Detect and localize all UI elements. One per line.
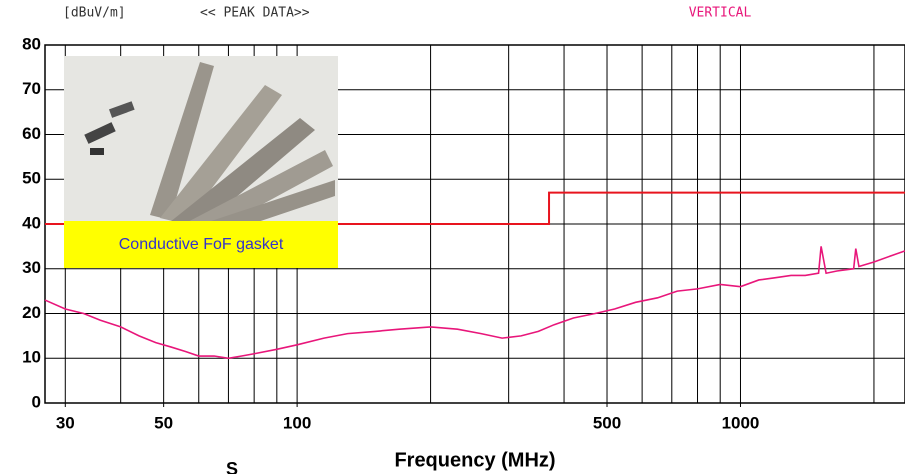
y-tick-label: 20 [22,303,41,322]
y-tick-label: 60 [22,124,41,143]
gasket-strip [160,85,282,224]
gasket-strip [150,62,214,220]
footer-fragment: S [226,459,238,474]
y-tick-label: 0 [32,392,41,411]
y-tick-label: 40 [22,213,41,232]
photo: Conductive FoF gasket [64,56,338,268]
unit-label: [dBuV/m] [63,6,126,21]
subtitle: << PEAK DATA>> [200,6,310,21]
y-tick-label: 10 [22,348,41,367]
x-tick-label: 1000 [722,413,760,432]
part [84,122,116,144]
gasket-strip [170,118,315,228]
gasket-strip [190,180,335,232]
x-tick-label: 30 [56,413,75,432]
x-axis-label: Frequency (MHz) [394,449,555,471]
image-caption: Conductive FoF gasket [119,236,284,253]
x-tick-label: 100 [283,413,311,432]
x-tick-label: 50 [154,413,173,432]
gasket-strip [180,150,333,230]
part [109,101,135,118]
part [90,148,104,155]
y-tick-label: 80 [22,34,41,53]
x-tick-label: 500 [593,413,621,432]
y-tick-label: 30 [22,258,41,277]
caption-box [64,221,338,268]
y-tick-label: 50 [22,169,41,188]
polarization: VERTICAL [689,6,752,21]
y-tick-label: 70 [22,79,41,98]
series-line [44,246,905,360]
